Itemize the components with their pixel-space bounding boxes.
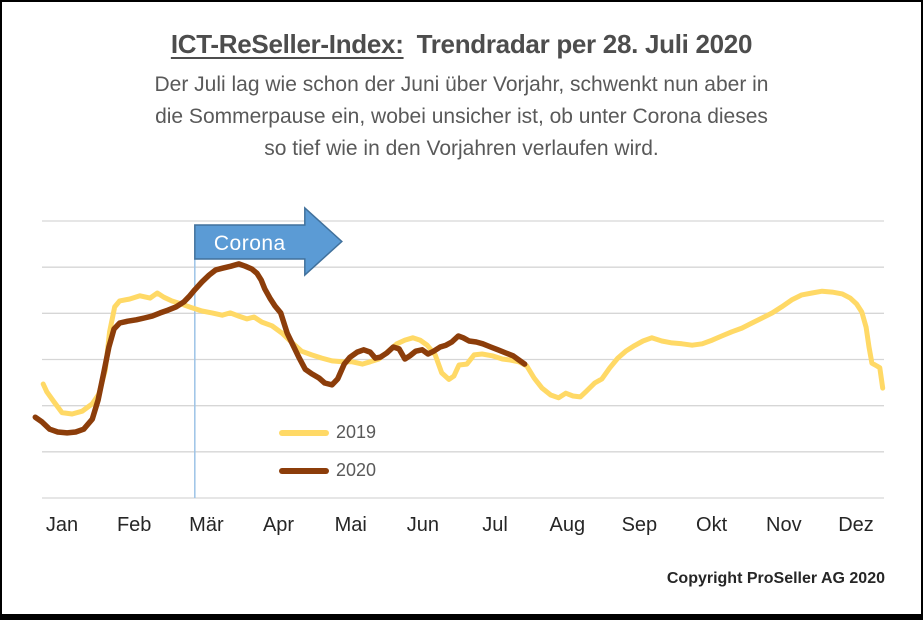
chart-legend: 2019 2020 [279, 422, 376, 498]
title-underlined: ICT-ReSeller-Index: [170, 29, 404, 59]
legend-swatch-2019 [279, 429, 329, 436]
month-label-Aug: Aug [550, 514, 586, 536]
chart-header: ICT-ReSeller-Index: Trendradar per 28. Ju… [2, 2, 921, 165]
month-label-Jul: Jul [482, 514, 508, 536]
legend-label: 2019 [336, 422, 377, 442]
month-label-Jun: Jun [407, 514, 439, 536]
page-title: ICT-ReSeller-Index: Trendradar per 28. Ju… [2, 29, 921, 60]
subtitle-line: die Sommerpause ein, wobei unsicher ist,… [155, 105, 768, 128]
title-rest: Trendradar per 28. Juli 2020 [416, 29, 753, 59]
corona-arrow [194, 206, 343, 277]
month-label-Feb: Feb [117, 514, 151, 536]
chart-subtitle: Der Juli lag wie schon der Juni über Vor… [2, 69, 921, 165]
legend-label: 2020 [336, 460, 377, 480]
copyright-notice: Copyright ProSeller AG 2020 [666, 570, 885, 587]
month-label-Mai: Mai [335, 514, 367, 536]
legend-item-2020: 2020 [279, 460, 376, 481]
subtitle-line: Der Juli lag wie schon der Juni über Vor… [154, 73, 769, 96]
subtitle-line: so tief wie in den Vorjahren verlaufen w… [264, 137, 659, 160]
month-label-Sep: Sep [622, 514, 658, 536]
series-line-2019 [40, 288, 886, 417]
corona-arrow-label: Corona [214, 232, 286, 255]
month-label-Okt: Okt [696, 514, 728, 536]
month-label-Jan: Jan [46, 514, 78, 536]
legend-swatch-2020 [279, 467, 329, 474]
month-label-Mär: Mär [189, 514, 224, 536]
series-line-2020 [32, 261, 528, 436]
legend-item-2019: 2019 [279, 422, 376, 443]
month-label-Dez: Dez [838, 514, 874, 536]
month-label-Nov: Nov [766, 514, 802, 536]
month-label-Apr: Apr [263, 514, 294, 536]
